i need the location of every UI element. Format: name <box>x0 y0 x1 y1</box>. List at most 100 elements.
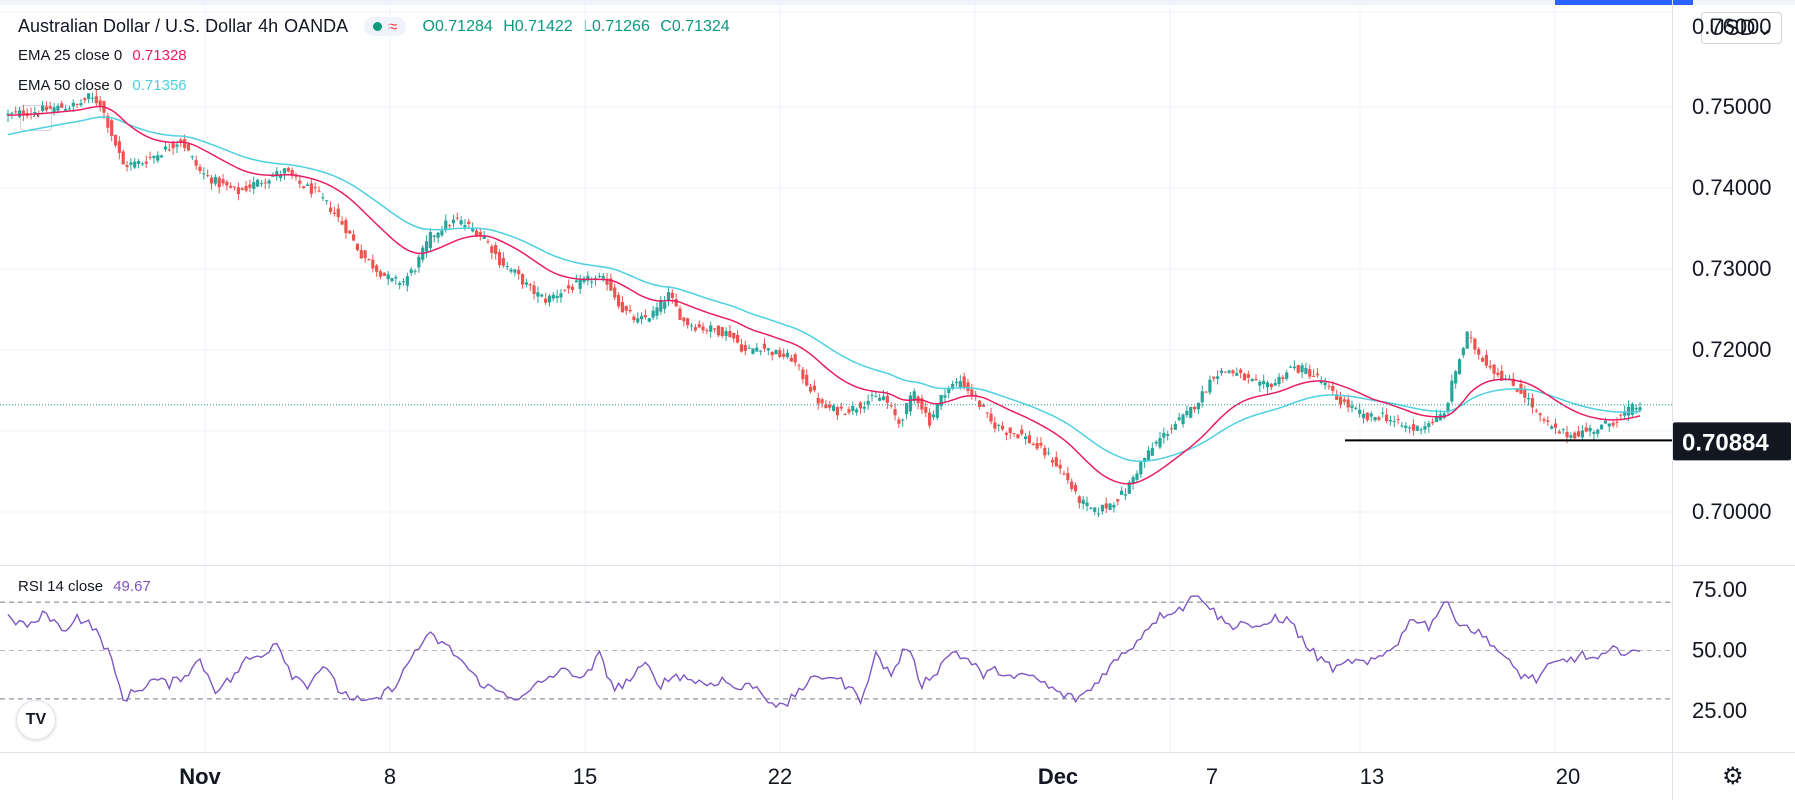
candle-body <box>1480 357 1485 362</box>
candle <box>209 175 214 190</box>
open-value: 0.71284 <box>434 17 493 35</box>
candle <box>1012 432 1016 438</box>
candle <box>279 170 283 182</box>
candle <box>198 164 202 174</box>
candle <box>1415 425 1419 432</box>
candle-body <box>1569 435 1573 438</box>
candle <box>513 268 517 277</box>
candle-body <box>716 325 720 336</box>
candle <box>448 223 452 229</box>
candle-body <box>451 219 456 224</box>
time-axis-label: 13 <box>1360 764 1384 789</box>
candle <box>359 244 363 259</box>
candle <box>824 399 828 409</box>
candle <box>1411 419 1416 436</box>
candle-body <box>1189 407 1193 418</box>
candle-body <box>1235 373 1239 376</box>
candle-body <box>1496 372 1500 376</box>
candle-body <box>1096 513 1101 515</box>
logo-text: TV <box>25 711 47 728</box>
candle-body <box>1062 473 1066 475</box>
candle-body <box>828 404 832 408</box>
candle-body <box>1469 337 1473 339</box>
status-wave-icon: ≈ <box>388 17 398 36</box>
candle <box>843 412 847 416</box>
candle-body <box>382 272 386 276</box>
candle <box>194 155 198 170</box>
candle <box>1296 364 1300 374</box>
candle-body <box>985 412 989 414</box>
candle-body <box>1408 427 1412 429</box>
candle-body <box>1415 425 1419 431</box>
candle-body <box>355 243 360 251</box>
ema50-legend[interactable]: EMA 50 close 0 0.71356 <box>18 77 187 94</box>
candle-body <box>1277 376 1281 385</box>
candle <box>71 99 75 112</box>
candle <box>636 312 640 324</box>
candle-body <box>1484 354 1488 366</box>
candle-body <box>762 343 767 349</box>
candle-body <box>1269 384 1273 388</box>
candle <box>48 101 52 110</box>
market-status-badge[interactable]: ≈ <box>364 17 407 36</box>
candle <box>1396 414 1400 425</box>
candle <box>651 306 655 320</box>
tradingview-logo[interactable]: TV <box>16 700 56 740</box>
candle <box>828 400 832 411</box>
candle-body <box>1112 504 1116 508</box>
candle-body <box>1515 388 1519 392</box>
candle <box>981 403 985 407</box>
candle-body <box>175 144 179 147</box>
candle <box>394 274 398 285</box>
candle-body <box>912 391 916 402</box>
candle <box>1592 430 1596 440</box>
candle <box>1580 424 1584 440</box>
candle <box>1369 411 1373 422</box>
low-value: 0.71266 <box>592 17 650 35</box>
candle-body <box>1285 372 1289 379</box>
currency-button[interactable]: USD⌄ <box>1701 12 1782 44</box>
candle-body <box>808 386 813 392</box>
candle-body <box>1450 380 1454 402</box>
candle <box>1365 412 1369 423</box>
candle <box>1538 412 1542 422</box>
ema50-line <box>7 116 1641 462</box>
candle <box>835 406 840 421</box>
candle <box>121 149 125 165</box>
candle <box>689 322 694 331</box>
candle <box>1573 431 1577 440</box>
rsi-legend[interactable]: RSI 14 close 49.67 <box>18 578 151 595</box>
candle <box>1308 364 1312 380</box>
candle-body <box>1262 380 1266 385</box>
candle <box>375 264 379 277</box>
gear-icon[interactable]: ⚙ <box>1722 762 1744 791</box>
symbol-title[interactable]: Australian Dollar / U.S. Dollar <box>18 16 253 36</box>
candle-body <box>248 184 252 188</box>
candle <box>1550 424 1554 430</box>
candle-body <box>1638 407 1642 411</box>
candle-body <box>632 316 636 321</box>
candle <box>916 395 920 410</box>
candle-body <box>943 395 947 398</box>
candle-body <box>1085 502 1089 506</box>
candle-body <box>1623 411 1627 416</box>
candle-body <box>1031 443 1035 445</box>
candle-body <box>712 328 717 330</box>
ema25-legend[interactable]: EMA 25 close 0 0.71328 <box>18 47 187 64</box>
candle <box>1158 432 1162 450</box>
candle-body <box>236 187 240 195</box>
candle <box>509 267 513 274</box>
candle-body <box>1338 396 1343 405</box>
candle <box>1166 430 1170 441</box>
candle <box>1123 488 1128 501</box>
candle-body <box>851 405 855 412</box>
candle-body <box>812 385 816 391</box>
candle <box>33 106 37 114</box>
candle-body <box>693 327 697 331</box>
candle-body <box>616 295 621 307</box>
candle <box>348 229 352 235</box>
candle <box>1073 482 1078 495</box>
interval-label[interactable]: 4h <box>258 16 279 36</box>
candle <box>1216 370 1220 385</box>
